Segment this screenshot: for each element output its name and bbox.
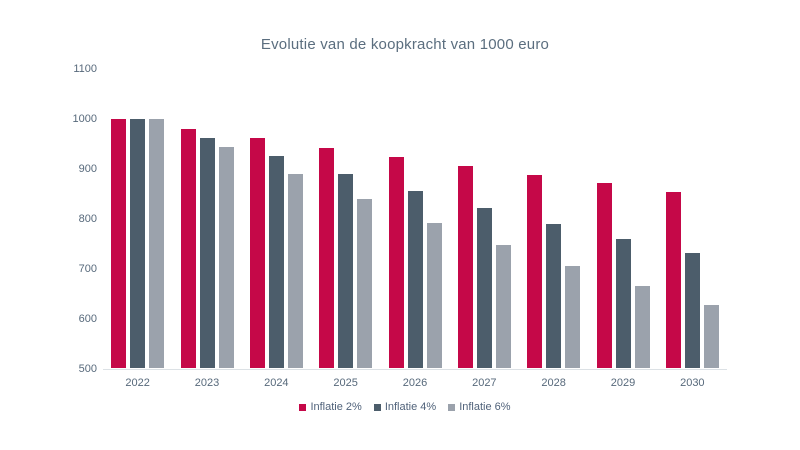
bar-inflatie-4-2029 [615,238,631,369]
bar-inflatie-6-2023 [218,147,234,369]
y-axis-tick-600: 600 [78,312,97,325]
bar-inflatie-2-2023 [180,128,196,369]
bar-inflatie-2-2024 [249,138,265,369]
chart-title: Evolutie van de koopkracht van 1000 euro [260,36,550,53]
x-axis-tick-2023: 2023 [194,377,220,389]
x-axis-tick-2028: 2028 [541,377,566,389]
bar-inflatie-6-2030 [703,305,719,369]
legend-item-inflatie-2: Inflatie 2% [299,401,362,413]
x-axis-line [103,368,727,370]
x-axis-tick-2025: 2025 [333,377,358,389]
legend-marker-icon [448,403,456,411]
bar-inflatie-6-2024 [287,173,303,369]
bar-inflatie-6-2025 [357,198,373,369]
x-axis-tick-2027: 2027 [472,377,497,389]
bar-inflatie-2-2030 [665,192,681,369]
bar-inflatie-6-2029 [634,286,650,369]
legend-label: Inflatie 2% [310,401,362,413]
x-axis-tick-2024: 2024 [264,377,289,389]
bar-inflatie-4-2027 [476,207,492,369]
bar-inflatie-6-2026 [426,222,442,369]
x-axis-tick-2029: 2029 [610,377,636,389]
y-axis-tick-900: 900 [78,162,97,175]
legend-label: Inflatie 6% [459,401,511,413]
bar-inflatie-2-2027 [457,165,473,369]
x-axis-tick-2030: 2030 [680,377,705,389]
bar-inflatie-4-2023 [199,137,215,369]
bar-inflatie-2-2026 [388,156,404,369]
bar-inflatie-4-2025 [338,174,354,369]
bar-inflatie-6-2028 [565,266,581,369]
y-axis-tick-1100: 1100 [73,63,97,75]
bar-inflatie-2-2022 [111,118,127,369]
bar-inflatie-4-2026 [407,191,423,369]
bar-inflatie-4-2030 [684,253,700,369]
legend-marker-icon [373,403,381,411]
bar-inflatie-2-2025 [319,147,335,369]
legend-label: Inflatie 4% [384,401,437,413]
y-axis-tick-700: 700 [78,262,97,275]
bar-inflatie-4-2028 [546,223,562,369]
bar-inflatie-2-2028 [527,174,543,369]
bar-inflatie-6-2027 [495,245,511,369]
bar-inflatie-4-2024 [268,156,284,369]
y-axis-tick-1000: 1000 [72,112,97,125]
bar-inflatie-6-2022 [149,118,165,369]
legend-marker-icon [299,403,307,411]
legend-item-inflatie-6: Inflatie 6% [448,401,511,413]
x-axis-tick-2026: 2026 [402,377,428,389]
legend-item-inflatie-4: Inflatie 4% [373,401,437,413]
legend: Inflatie 2% Inflatie 4% Inflatie 6% [0,401,800,413]
y-axis-tick-500: 500 [78,362,97,375]
x-axis-tick-2022: 2022 [125,377,150,389]
y-axis-tick-800: 800 [78,212,97,225]
bar-inflatie-4-2022 [130,118,146,369]
bar-inflatie-2-2029 [596,183,612,369]
